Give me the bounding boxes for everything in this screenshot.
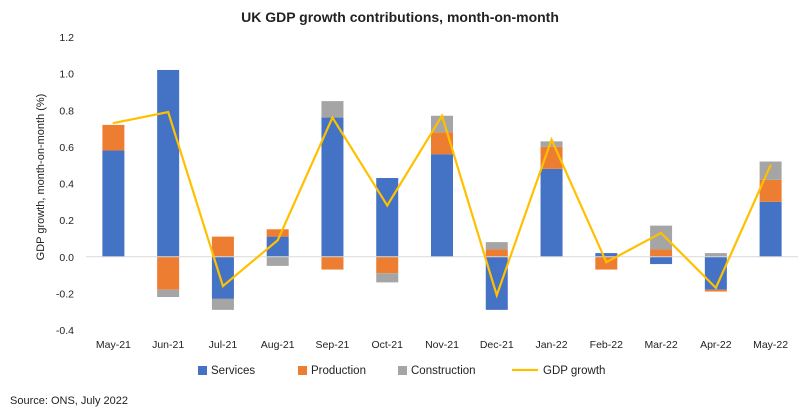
- y-tick-label: 1.0: [59, 69, 74, 81]
- bar-production: [431, 132, 453, 155]
- x-tick-label: Apr-22: [700, 339, 732, 351]
- gdp-growth-point: [112, 122, 115, 124]
- bar-services: [157, 69, 180, 257]
- bar-production: [157, 256, 180, 290]
- gdp-growth-point: [495, 294, 498, 297]
- bar-production: [376, 256, 399, 274]
- bar-construction: [650, 225, 673, 250]
- y-tick-label: 0.0: [59, 252, 74, 264]
- bar-construction: [376, 273, 399, 283]
- gdp-growth-point: [276, 239, 279, 242]
- gdp-growth-point: [386, 204, 389, 207]
- bar-production: [102, 124, 125, 151]
- bar-construction: [431, 115, 453, 133]
- y-tick-label: 0.8: [59, 105, 74, 117]
- gdp-growth-point: [715, 287, 717, 289]
- chart-title: UK GDP growth contributions, month-on-mo…: [241, 9, 559, 25]
- x-tick-label: Aug-21: [261, 339, 295, 351]
- bar-production: [485, 249, 508, 257]
- bar-services: [650, 256, 673, 265]
- bar-construction: [759, 161, 782, 180]
- x-tick-label: May-22: [753, 339, 788, 351]
- x-axis-ticks: May-21 Jun-21 Jul-21 Aug-21 Sep-21 Oct-21 Nov-…: [96, 339, 788, 351]
- x-tick-label: Feb-22: [590, 339, 623, 351]
- bar-production: [211, 236, 234, 257]
- legend-item: Services: [198, 365, 255, 377]
- bar-services: [266, 236, 289, 257]
- y-tick-label: -0.2: [56, 288, 74, 300]
- y-tick-label: 0.2: [59, 215, 74, 227]
- gdp-line-layer: [112, 110, 772, 299]
- gdp-growth-point: [167, 111, 169, 113]
- legend-swatch: [298, 366, 307, 375]
- legend-label: GDP growth: [543, 365, 605, 377]
- x-tick-label: Mar-22: [644, 339, 677, 351]
- x-tick-label: Nov-21: [425, 339, 459, 351]
- bar-services: [431, 154, 453, 257]
- x-tick-label: Jul-21: [209, 339, 238, 351]
- bar-services: [376, 178, 399, 257]
- y-tick-label: 0.4: [59, 179, 74, 191]
- bar-construction: [211, 298, 234, 310]
- source-note: Source: ONS, July 2022: [10, 395, 128, 407]
- gdp-growth-point: [331, 116, 334, 119]
- y-tick-label: -0.4: [56, 325, 74, 337]
- bar-services: [595, 253, 618, 257]
- y-axis-title: GDP growth, month-on-month (%): [35, 94, 47, 261]
- legend-label: Production: [311, 365, 366, 377]
- bar-services: [540, 168, 563, 257]
- bar-construction: [266, 256, 289, 266]
- legend-item: Production: [298, 365, 366, 377]
- bar-production: [759, 179, 782, 202]
- y-axis-ticks: 1.2 1.0 0.8 0.6 0.4 0.2 0.0 -0.2 -0.4: [56, 32, 74, 337]
- bar-production: [266, 229, 289, 237]
- bar-construction: [157, 289, 180, 298]
- bar-construction: [540, 141, 563, 147]
- y-tick-label: 0.6: [59, 142, 74, 154]
- legend-label: Construction: [411, 365, 476, 377]
- gdp-growth-point: [222, 285, 224, 287]
- legend: Services Production Construction GDP growth: [198, 365, 605, 377]
- y-tick-label: 1.2: [59, 32, 74, 44]
- bar-construction: [321, 101, 344, 118]
- legend-item: GDP growth: [512, 365, 605, 377]
- x-tick-label: Sep-21: [316, 339, 350, 351]
- x-tick-label: Dec-21: [480, 339, 514, 351]
- bar-construction: [485, 242, 508, 250]
- bar-production: [321, 256, 344, 270]
- legend-swatch: [198, 366, 207, 375]
- bars-layer: [102, 69, 782, 310]
- legend-item: Construction: [398, 365, 476, 377]
- x-tick-label: Oct-21: [371, 339, 403, 351]
- gdp-growth-point: [660, 232, 662, 234]
- legend-label: Services: [211, 365, 255, 377]
- gdp-growth-point: [605, 261, 608, 264]
- legend-swatch: [398, 366, 407, 375]
- x-tick-label: Jun-21: [152, 339, 184, 351]
- bar-construction: [704, 253, 727, 257]
- gdp-growth-point: [769, 164, 772, 166]
- gdp-growth-point: [441, 114, 443, 117]
- bar-services: [759, 201, 782, 257]
- x-tick-label: May-21: [96, 339, 131, 351]
- bar-production: [650, 249, 673, 257]
- gdp-growth-point: [550, 138, 553, 141]
- bar-services: [485, 256, 508, 310]
- bar-services: [321, 117, 344, 257]
- x-tick-label: Jan-22: [535, 339, 567, 351]
- bar-services: [102, 150, 125, 257]
- bar-production: [704, 289, 727, 292]
